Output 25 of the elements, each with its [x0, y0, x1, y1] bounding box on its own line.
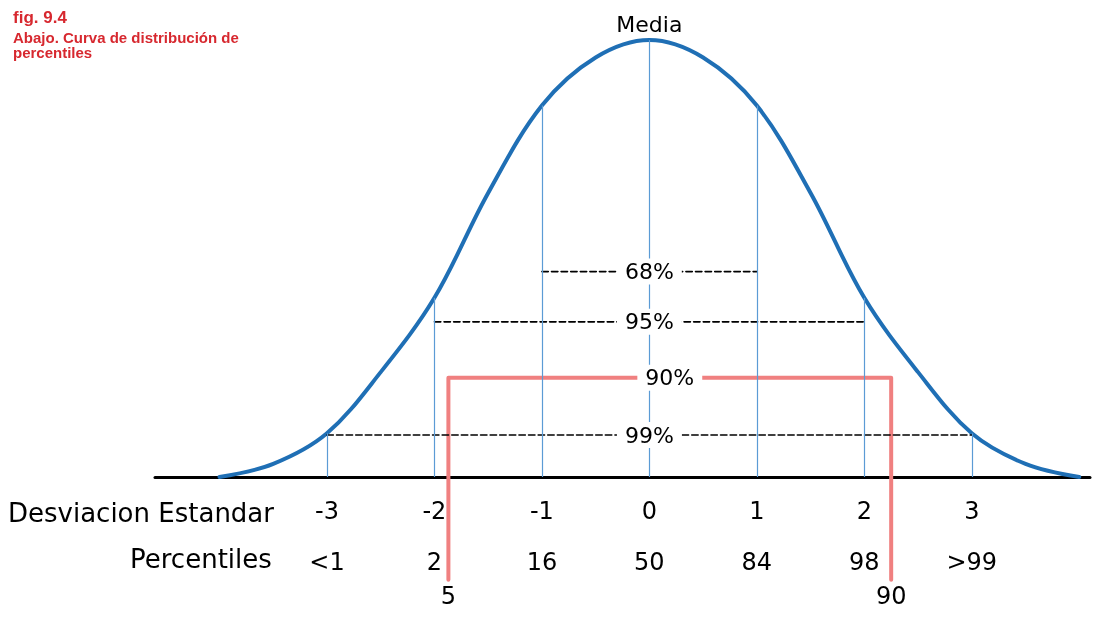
- x-axis-title: Desviacion Estandar: [8, 498, 275, 528]
- chart-title: fig. 9.4: [13, 8, 68, 27]
- x-tick-label: 0: [641, 497, 658, 525]
- chart-subtitle: Abajo. Curva de distribución de percentiles: [13, 29, 244, 61]
- annotation: 5: [440, 581, 457, 610]
- annotation: 50: [634, 548, 665, 576]
- series-label: 68%: [624, 259, 674, 285]
- annotation: 16: [526, 548, 558, 576]
- series-label: 99%: [624, 422, 674, 448]
- x-tick-label: -3: [314, 497, 339, 525]
- ref-line-label: Media: [616, 11, 683, 37]
- annotation: >99: [946, 548, 998, 576]
- x-tick-label: -1: [529, 497, 554, 525]
- series-label: 90%: [645, 365, 695, 391]
- x-tick-label: 1: [749, 497, 765, 525]
- annotation: 84: [741, 548, 773, 576]
- annotation: <1: [309, 548, 345, 576]
- x-tick-label: 3: [964, 497, 980, 525]
- x-tick-label: 2: [856, 497, 872, 525]
- annotation: Percentiles: [130, 544, 272, 574]
- annotation: 2: [426, 548, 443, 576]
- x-tick-label: -2: [422, 497, 447, 525]
- annotation: 90: [875, 581, 907, 610]
- annotation: 98: [849, 548, 880, 576]
- series-label: 95%: [624, 309, 674, 335]
